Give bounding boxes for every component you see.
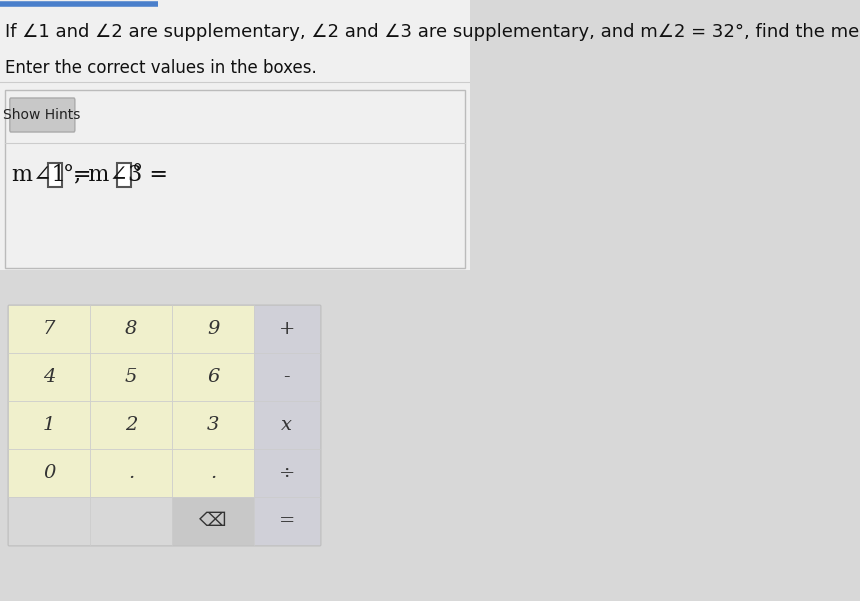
Text: .: . [128, 464, 134, 482]
Text: 3: 3 [207, 416, 219, 434]
Bar [90, 353, 172, 401]
FancyBboxPatch shape [9, 98, 75, 132]
Bar [9, 353, 90, 401]
Bar [172, 401, 254, 449]
Bar [254, 353, 320, 401]
Bar [90, 305, 172, 353]
Text: -: - [284, 368, 290, 386]
Text: x: x [281, 416, 292, 434]
Text: 0: 0 [43, 464, 55, 482]
Bar [254, 401, 320, 449]
Bar [9, 497, 90, 545]
Text: m∠1 =: m∠1 = [12, 164, 99, 186]
Bar [0, 0, 470, 270]
Bar [254, 305, 320, 353]
Text: °, m∠3 =: °, m∠3 = [64, 164, 175, 186]
Text: .: . [210, 464, 216, 482]
Bar [9, 449, 90, 497]
Bar [48, 163, 62, 187]
Bar [9, 401, 90, 449]
Bar [254, 449, 320, 497]
Text: °: ° [132, 164, 144, 186]
Bar [172, 449, 254, 497]
Text: 1: 1 [43, 416, 55, 434]
Text: ⌫: ⌫ [200, 511, 227, 531]
Bar [9, 305, 90, 353]
Bar [254, 497, 320, 545]
Bar [90, 449, 172, 497]
Text: 9: 9 [207, 320, 219, 338]
Text: ÷: ÷ [279, 464, 295, 482]
Text: Show Hints: Show Hints [3, 108, 81, 122]
Text: 6: 6 [207, 368, 219, 386]
Bar [5, 90, 464, 268]
Text: Enter the correct values in the boxes.: Enter the correct values in the boxes. [5, 59, 317, 77]
Bar [90, 401, 172, 449]
Text: 7: 7 [43, 320, 55, 338]
Bar [117, 163, 132, 187]
Bar [90, 497, 172, 545]
Bar [172, 497, 254, 545]
Text: 2: 2 [125, 416, 138, 434]
Bar [9, 305, 320, 545]
Text: 5: 5 [125, 368, 138, 386]
Text: =: = [279, 512, 295, 530]
Text: 8: 8 [125, 320, 138, 338]
Text: 4: 4 [43, 368, 55, 386]
Bar [172, 305, 254, 353]
Text: +: + [279, 320, 295, 338]
Text: If ∠1 and ∠2 are supplementary, ∠2 and ∠3 are supplementary, and m∠2 = 32°, find: If ∠1 and ∠2 are supplementary, ∠2 and ∠… [5, 23, 860, 41]
Bar [172, 353, 254, 401]
